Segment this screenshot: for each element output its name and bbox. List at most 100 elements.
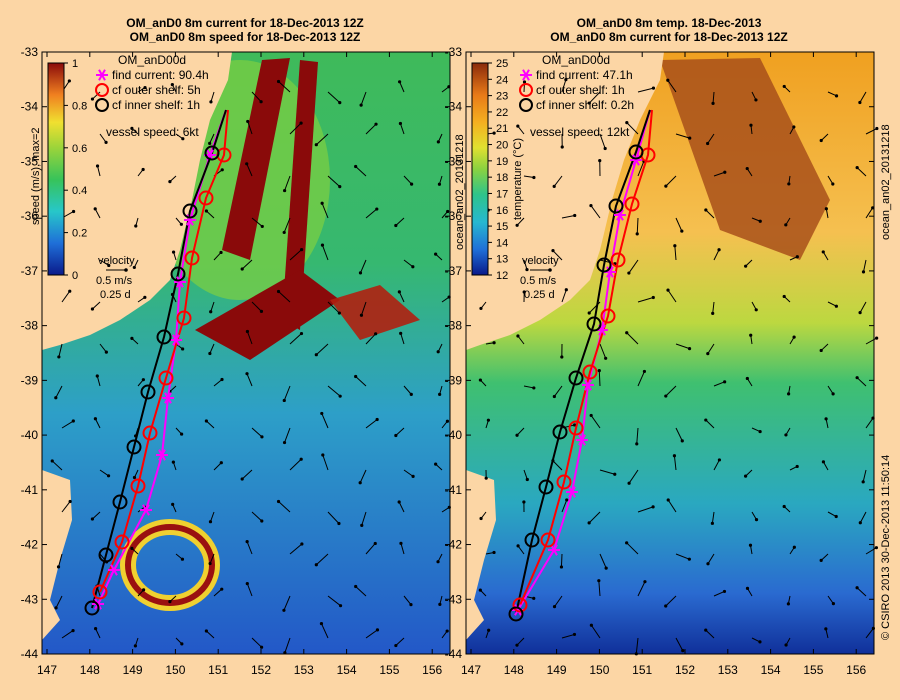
current-vector bbox=[209, 343, 215, 354]
current-vector bbox=[599, 343, 607, 359]
current-vector-head bbox=[314, 353, 318, 357]
y-tick-label: -34 bbox=[21, 100, 39, 114]
colorbar-tick-label: 22 bbox=[496, 107, 508, 119]
x-tick-label: 152 bbox=[251, 663, 271, 677]
current-vector bbox=[99, 343, 107, 353]
current-vector-head bbox=[71, 209, 76, 214]
current-vector-head bbox=[219, 250, 223, 255]
current-vector-head bbox=[559, 565, 564, 569]
current-vector-head bbox=[299, 248, 304, 252]
track-waypoint-star bbox=[578, 434, 586, 446]
current-vector bbox=[321, 203, 329, 219]
current-vector-head bbox=[706, 562, 710, 566]
current-vector-head bbox=[130, 336, 134, 340]
track-waypoint-circle bbox=[596, 257, 612, 273]
current-vector bbox=[284, 637, 291, 653]
y-tick-label: -38 bbox=[445, 319, 463, 333]
current-vector-head bbox=[522, 500, 526, 504]
current-vector-head bbox=[93, 417, 98, 421]
current-vector-head bbox=[245, 162, 249, 166]
current-vector-head bbox=[744, 264, 748, 268]
current-vector bbox=[92, 301, 101, 310]
current-vector-head bbox=[299, 331, 304, 336]
current-vector-head bbox=[479, 516, 483, 521]
current-vector bbox=[395, 217, 405, 226]
current-vector-head bbox=[394, 433, 398, 438]
current-vector bbox=[862, 469, 867, 482]
track-waypoint-circle bbox=[568, 370, 584, 386]
current-vector bbox=[859, 301, 867, 313]
current-vector bbox=[552, 250, 563, 261]
right-axes-frame bbox=[465, 51, 875, 655]
current-vector bbox=[674, 245, 677, 261]
current-vector bbox=[856, 167, 867, 177]
current-vector bbox=[284, 427, 291, 443]
x-tick-label: 150 bbox=[165, 663, 185, 677]
current-vector-head bbox=[168, 180, 172, 184]
current-vector-head bbox=[651, 505, 655, 509]
current-vector-head bbox=[219, 461, 223, 465]
current-vector bbox=[403, 595, 412, 605]
current-vector-head bbox=[492, 550, 496, 555]
track-waypoint-circle bbox=[556, 474, 572, 490]
current-vector bbox=[403, 469, 414, 477]
current-vector bbox=[99, 469, 109, 477]
current-vector-head bbox=[532, 596, 536, 600]
velocity-scale-head bbox=[124, 268, 128, 272]
current-vector-head bbox=[681, 649, 685, 653]
current-vector bbox=[359, 469, 367, 483]
current-vector-head bbox=[564, 78, 568, 82]
current-vector bbox=[355, 166, 367, 177]
current-vector-head bbox=[171, 250, 176, 254]
current-vector bbox=[516, 217, 525, 226]
y-tick-label: -36 bbox=[445, 209, 463, 223]
current-vector-head bbox=[573, 423, 577, 427]
current-vector bbox=[636, 427, 639, 444]
current-vector-head bbox=[321, 453, 325, 457]
current-vector-head bbox=[673, 244, 677, 248]
current-vector-head bbox=[90, 517, 95, 521]
current-vector bbox=[863, 259, 867, 273]
track-waypoint-circle bbox=[538, 479, 554, 495]
current-vector bbox=[705, 209, 715, 219]
current-vector bbox=[321, 623, 329, 639]
current-vector-head bbox=[445, 419, 450, 423]
current-vector-head bbox=[754, 308, 758, 312]
current-vector-head bbox=[821, 250, 825, 254]
y-tick-label: -37 bbox=[445, 264, 463, 278]
current-vector bbox=[92, 511, 101, 520]
current-vector-head bbox=[744, 474, 748, 478]
current-vector bbox=[859, 91, 867, 103]
current-vector-head bbox=[792, 125, 796, 129]
current-vector-head bbox=[337, 311, 341, 315]
colorbar-tick-label: 0 bbox=[72, 270, 78, 282]
current-vector bbox=[599, 133, 606, 149]
y-tick-label: -43 bbox=[445, 592, 463, 606]
right-title: OM_anD0 8m temp. 18-Dec-2013 OM_anD0 8m … bbox=[550, 16, 788, 44]
current-vector bbox=[707, 553, 715, 564]
current-vector bbox=[51, 460, 63, 471]
track-waypoint-circle bbox=[182, 203, 198, 219]
legend-star-icon bbox=[98, 69, 106, 81]
current-vector-head bbox=[57, 355, 61, 359]
current-vector-head bbox=[180, 432, 184, 436]
current-vector bbox=[251, 301, 262, 312]
legend-label: find current: 90.4h bbox=[112, 68, 209, 82]
current-vector bbox=[561, 214, 575, 219]
current-vector-head bbox=[68, 289, 72, 293]
current-vector bbox=[707, 343, 715, 354]
current-vector bbox=[403, 175, 412, 185]
current-vector-head bbox=[552, 605, 557, 609]
colorbar-tick-label: 24 bbox=[496, 74, 508, 86]
current-vector-head bbox=[209, 310, 213, 314]
current-vector-head bbox=[875, 336, 879, 340]
current-vector bbox=[315, 133, 329, 146]
current-vector-head bbox=[320, 243, 325, 247]
current-vector bbox=[284, 175, 291, 191]
current-vector-head bbox=[795, 464, 799, 469]
current-vector-head bbox=[748, 543, 753, 547]
y-tick-label: -44 bbox=[21, 647, 39, 661]
current-vector bbox=[561, 289, 567, 303]
current-vector-head bbox=[821, 460, 826, 464]
